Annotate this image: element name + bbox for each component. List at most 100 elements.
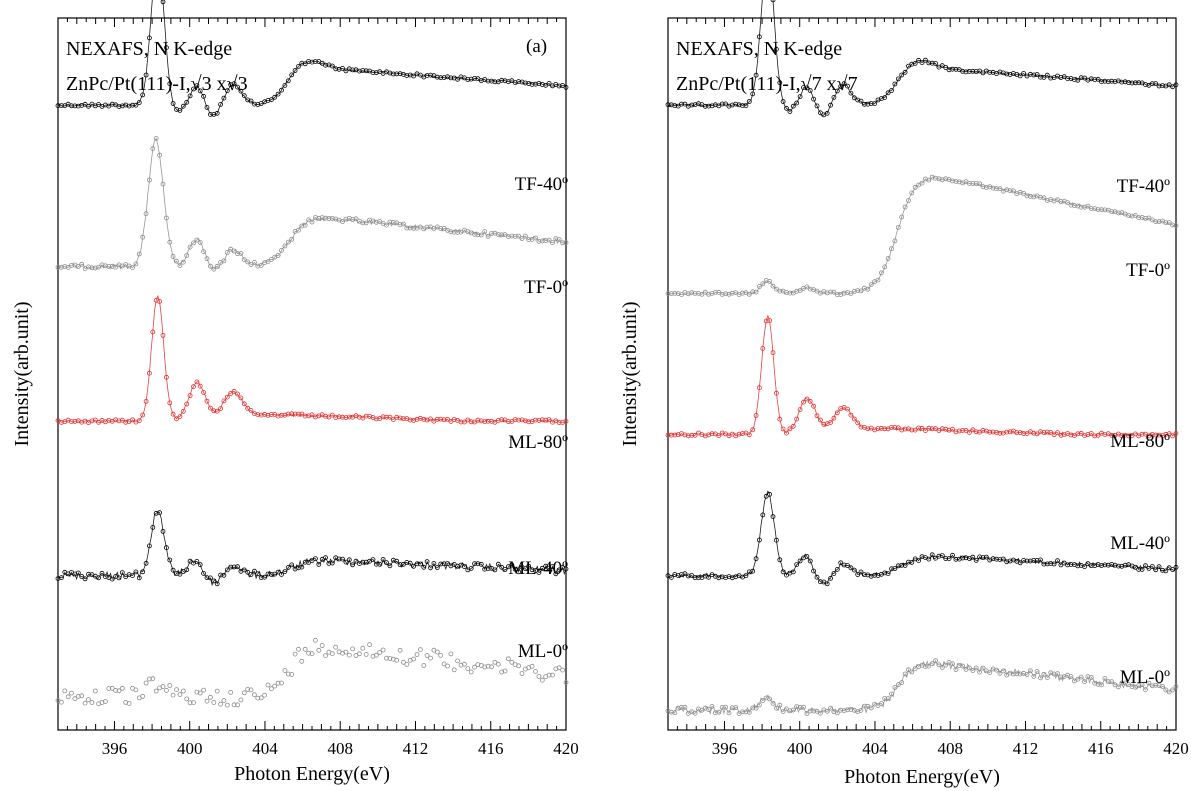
data-point — [360, 645, 366, 651]
data-point — [224, 88, 230, 94]
data-point — [59, 103, 64, 108]
data-point — [716, 289, 722, 295]
data-point — [1058, 674, 1064, 680]
data-point — [130, 573, 135, 578]
data-point — [926, 425, 932, 431]
data-point — [251, 568, 257, 574]
data-point — [312, 59, 318, 64]
data-point — [397, 562, 403, 568]
data-point — [495, 661, 501, 667]
data-point — [997, 670, 1003, 676]
data-point — [1031, 674, 1037, 679]
data-point — [475, 561, 481, 567]
data-point — [536, 570, 542, 575]
data-point — [902, 426, 908, 432]
data-point — [174, 687, 179, 692]
data-point — [729, 290, 735, 296]
data-point — [519, 671, 525, 676]
data-point — [848, 291, 854, 297]
data-point — [279, 412, 284, 418]
data-point — [140, 693, 146, 699]
data-point — [885, 696, 891, 701]
data-point — [248, 98, 254, 104]
data-point — [377, 650, 383, 655]
data-point — [103, 699, 108, 704]
data-point — [411, 73, 417, 79]
data-point — [245, 259, 251, 265]
data-point — [400, 659, 406, 665]
data-point — [397, 222, 403, 227]
data-point — [177, 108, 183, 113]
data-point — [797, 407, 803, 413]
data-point — [1095, 207, 1101, 213]
data-point — [672, 710, 678, 716]
data-point — [889, 566, 894, 572]
data-point — [967, 665, 972, 671]
data-point — [268, 572, 274, 577]
data-point — [1065, 562, 1070, 568]
panel-a-plot — [55, 0, 569, 708]
data-point — [841, 562, 847, 568]
data-point — [679, 292, 684, 298]
data-point — [831, 415, 837, 421]
data-point — [916, 425, 921, 431]
panel-b-x-axis-title: Photon Energy(eV) — [844, 766, 1000, 788]
data-point — [895, 682, 901, 688]
data-point — [275, 569, 281, 575]
data-point — [482, 229, 488, 235]
data-point — [363, 413, 369, 419]
data-point — [1044, 561, 1050, 567]
data-point — [140, 92, 146, 98]
data-point — [929, 426, 935, 432]
data-point — [214, 263, 220, 269]
data-point — [1112, 562, 1118, 568]
data-point — [923, 664, 928, 669]
data-point — [258, 262, 264, 268]
data-point — [533, 568, 538, 573]
data-point — [763, 493, 769, 499]
data-point — [669, 102, 674, 108]
data-point — [1095, 76, 1101, 82]
data-point — [875, 277, 881, 283]
data-point — [689, 290, 695, 296]
data-point — [807, 708, 813, 714]
data-point — [889, 424, 894, 430]
data-point — [546, 417, 552, 423]
data-point — [241, 257, 247, 263]
data-point — [946, 67, 952, 73]
data-point — [685, 573, 691, 579]
data-point — [665, 432, 671, 438]
data-point — [1058, 75, 1064, 80]
data-point — [187, 93, 193, 99]
data-point — [533, 669, 538, 674]
data-point — [146, 370, 152, 376]
data-point — [1163, 568, 1169, 574]
data-point — [743, 103, 749, 109]
data-point — [1031, 194, 1037, 200]
data-point — [865, 101, 871, 107]
data-point — [516, 417, 521, 423]
data-point — [814, 413, 820, 419]
data-point — [360, 559, 366, 565]
data-point — [784, 572, 789, 578]
data-point — [1034, 72, 1040, 77]
data-point — [343, 649, 349, 655]
data-point — [86, 103, 91, 109]
data-point — [394, 71, 400, 77]
data-point — [69, 419, 74, 425]
data-point — [780, 99, 786, 104]
series-line — [667, 176, 1177, 296]
data-point — [760, 281, 766, 287]
data-point — [367, 642, 373, 648]
data-point — [1166, 689, 1172, 695]
data-point — [757, 537, 762, 543]
data-point — [180, 259, 186, 265]
data-point — [79, 574, 85, 579]
data-point — [770, 0, 776, 3]
data-point — [96, 419, 101, 425]
data-point — [187, 244, 193, 250]
data-point — [387, 219, 393, 225]
data-point — [797, 704, 803, 710]
data-point — [865, 426, 871, 432]
data-point — [224, 567, 230, 573]
